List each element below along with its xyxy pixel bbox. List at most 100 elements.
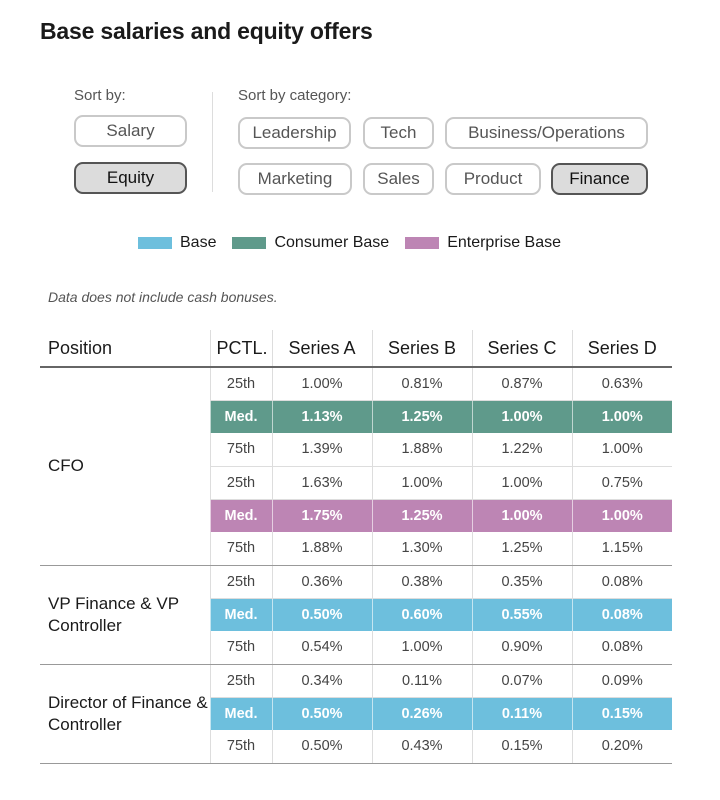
value-cell: 0.43% bbox=[371, 730, 472, 764]
pctl-cell: 25th bbox=[209, 367, 272, 401]
legend-label-consumer-base: Consumer Base bbox=[274, 234, 390, 251]
value-cell: 1.75% bbox=[271, 499, 372, 532]
value-cell: 1.00% bbox=[371, 466, 472, 500]
value-cell: 0.63% bbox=[571, 367, 672, 401]
value-cell: 1.30% bbox=[371, 532, 472, 566]
value-cell: 0.38% bbox=[371, 565, 472, 599]
table-row: Med. 1.75% 1.25% 1.00% 1.00% bbox=[40, 499, 672, 532]
value-cell: 1.00% bbox=[571, 499, 672, 532]
value-cell: 0.08% bbox=[571, 598, 672, 631]
table-row: 75th 0.54% 1.00% 0.90% 0.08% bbox=[40, 631, 672, 665]
position-cell: Director of Finance & Controller bbox=[40, 664, 210, 764]
category-tech-button[interactable]: Tech bbox=[363, 117, 434, 149]
legend-swatch-consumer-base bbox=[232, 237, 267, 249]
category-product-button[interactable]: Product bbox=[445, 163, 541, 195]
category-finance-button[interactable]: Finance bbox=[551, 163, 648, 195]
value-cell: 0.26% bbox=[371, 697, 472, 730]
value-cell: 0.11% bbox=[471, 697, 572, 730]
value-cell: 1.00% bbox=[471, 466, 572, 500]
table-row: Med. 0.50% 0.26% 0.11% 0.15% bbox=[40, 697, 672, 730]
value-cell: 1.00% bbox=[571, 400, 672, 433]
category-business-operations-button[interactable]: Business/Operations bbox=[445, 117, 648, 149]
position-cell: VP Finance & VP Controller bbox=[40, 565, 210, 665]
table-row: 75th 1.39% 1.88% 1.22% 1.00% bbox=[40, 433, 672, 467]
value-cell: 0.34% bbox=[271, 664, 372, 698]
value-cell: 1.00% bbox=[471, 499, 572, 532]
legend-swatch-enterprise-base bbox=[405, 237, 440, 249]
table-row: VP Finance & VP Controller 25th 0.36% 0.38%… bbox=[40, 565, 672, 665]
value-cell: 1.22% bbox=[471, 433, 572, 467]
value-cell: 0.87% bbox=[471, 367, 572, 401]
value-cell: 1.39% bbox=[271, 433, 372, 467]
value-cell: 1.00% bbox=[271, 367, 372, 401]
value-cell: 0.15% bbox=[471, 730, 572, 764]
legend: Base Consumer Base Enterprise Base bbox=[138, 234, 577, 252]
table-row: Director of Finance & Controller 25th 0.34… bbox=[40, 664, 672, 764]
table-row: CFO 25th 1.00% 0.81% 0.87% 0.63% bbox=[40, 367, 672, 566]
value-cell: 1.00% bbox=[571, 433, 672, 467]
equity-table: Position PCTL. Series A Series B Series … bbox=[40, 330, 672, 764]
sort-equity-button[interactable]: Equity bbox=[74, 162, 187, 194]
header-series-d: Series D bbox=[571, 330, 672, 368]
value-cell: 0.75% bbox=[571, 466, 672, 500]
sort-by-category-label: Sort by category: bbox=[238, 87, 352, 104]
value-cell: 1.00% bbox=[471, 400, 572, 433]
value-cell: 1.25% bbox=[371, 400, 472, 433]
value-cell: 1.00% bbox=[371, 631, 472, 665]
pctl-cell: 25th bbox=[209, 565, 272, 599]
sort-salary-button[interactable]: Salary bbox=[74, 115, 187, 147]
legend-item-base: Base bbox=[138, 234, 216, 252]
value-cell: 1.88% bbox=[371, 433, 472, 467]
pctl-cell: 75th bbox=[209, 532, 272, 566]
value-cell: 0.50% bbox=[271, 730, 372, 764]
category-marketing-button[interactable]: Marketing bbox=[238, 163, 352, 195]
table-row: 75th 0.50% 0.43% 0.15% 0.20% bbox=[40, 730, 672, 764]
legend-item-enterprise-base: Enterprise Base bbox=[405, 234, 561, 252]
legend-item-consumer-base: Consumer Base bbox=[232, 234, 389, 252]
table-row: 75th 1.88% 1.30% 1.25% 1.15% bbox=[40, 532, 672, 566]
value-cell: 0.08% bbox=[571, 631, 672, 665]
value-cell: 0.36% bbox=[271, 565, 372, 599]
value-cell: 1.25% bbox=[371, 499, 472, 532]
category-leadership-button[interactable]: Leadership bbox=[238, 117, 351, 149]
value-cell: 0.55% bbox=[471, 598, 572, 631]
value-cell: 0.54% bbox=[271, 631, 372, 665]
value-cell: 0.81% bbox=[371, 367, 472, 401]
pctl-cell: Med. bbox=[209, 598, 272, 631]
value-cell: 0.08% bbox=[571, 565, 672, 599]
value-cell: 0.15% bbox=[571, 697, 672, 730]
value-cell: 1.63% bbox=[271, 466, 372, 500]
value-cell: 0.20% bbox=[571, 730, 672, 764]
position-cell: CFO bbox=[40, 367, 210, 566]
sort-by-label: Sort by: bbox=[74, 87, 126, 104]
category-sales-button[interactable]: Sales bbox=[363, 163, 434, 195]
pctl-cell: Med. bbox=[209, 400, 272, 433]
page-title: Base salaries and equity offers bbox=[40, 18, 373, 44]
value-cell: 0.07% bbox=[471, 664, 572, 698]
table-header-row: Position PCTL. Series A Series B Series … bbox=[40, 330, 672, 368]
legend-swatch-base bbox=[138, 237, 172, 249]
header-series-c: Series C bbox=[471, 330, 572, 368]
value-cell: 0.60% bbox=[371, 598, 472, 631]
pctl-cell: 25th bbox=[209, 466, 272, 500]
pctl-cell: 25th bbox=[209, 664, 272, 698]
table-row: 25th 1.63% 1.00% 1.00% 0.75% bbox=[40, 466, 672, 500]
header-position: Position bbox=[40, 330, 210, 368]
value-cell: 1.15% bbox=[571, 532, 672, 566]
header-series-b: Series B bbox=[371, 330, 472, 368]
value-cell: 1.88% bbox=[271, 532, 372, 566]
pctl-cell: 75th bbox=[209, 631, 272, 665]
legend-label-enterprise-base: Enterprise Base bbox=[447, 234, 562, 251]
value-cell: 0.11% bbox=[371, 664, 472, 698]
header-series-a: Series A bbox=[271, 330, 372, 368]
value-cell: 1.13% bbox=[271, 400, 372, 433]
value-cell: 0.50% bbox=[271, 697, 372, 730]
value-cell: 0.50% bbox=[271, 598, 372, 631]
pctl-cell: 75th bbox=[209, 730, 272, 764]
table-row: Med. 1.13% 1.25% 1.00% 1.00% bbox=[40, 400, 672, 433]
data-note: Data does not include cash bonuses. bbox=[48, 289, 278, 305]
value-cell: 0.09% bbox=[571, 664, 672, 698]
pctl-cell: Med. bbox=[209, 499, 272, 532]
pctl-cell: Med. bbox=[209, 697, 272, 730]
value-cell: 0.35% bbox=[471, 565, 572, 599]
